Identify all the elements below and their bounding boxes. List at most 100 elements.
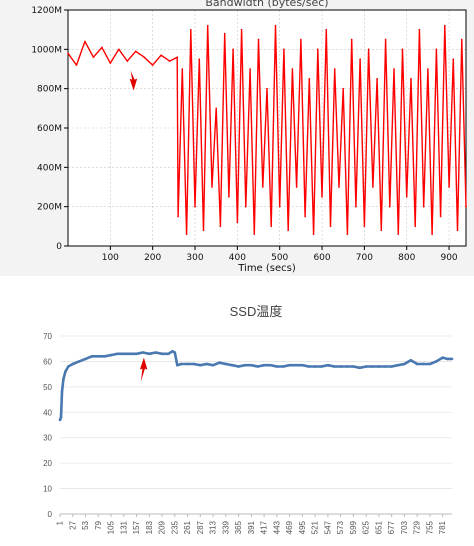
data-point: [371, 365, 374, 368]
data-point: [198, 58, 201, 60]
data-point: [71, 362, 75, 366]
data-point: [275, 365, 279, 368]
bandwidth-chart: Bandwidth (bytes/sec) 0 200M 400M 600M 800M 10…: [31, 0, 467, 274]
data-point: [59, 416, 63, 419]
x-tick-label: 781: [438, 520, 447, 534]
data-point: [230, 363, 234, 367]
data-point: [350, 38, 353, 41]
data-point: [405, 196, 408, 198]
x-tick-label: 599: [349, 520, 358, 534]
data-point: [358, 366, 362, 370]
data-point: [313, 365, 317, 368]
x-tick-label: 703: [400, 520, 409, 534]
data-point: [173, 351, 177, 354]
y-tick-label: 1200M: [31, 6, 62, 16]
data-point: [62, 377, 65, 381]
y-tick-label: 70: [43, 332, 52, 341]
data-point: [257, 38, 260, 41]
data-point: [253, 233, 256, 235]
ssd-temperature-chart-panel: SSD温度 0 10 20 30 40 50 60 70 1 27 53 79 105 131 157 183 2…: [0, 276, 474, 546]
y-tick-label: 30: [43, 434, 52, 443]
data-point: [185, 233, 188, 235]
x-tick-label: 261: [183, 520, 192, 534]
x-tick-label: 100: [102, 253, 119, 263]
data-point: [300, 38, 302, 41]
x-tick-label: 131: [119, 520, 128, 534]
bandwidth-chart-panel: Bandwidth (bytes/sec) 0 200M 400M 600M 800M 10…: [0, 0, 474, 276]
data-point: [409, 358, 413, 362]
data-point: [320, 365, 323, 368]
data-point: [154, 351, 157, 354]
data-point: [243, 363, 247, 367]
y-tick-label: 800M: [37, 85, 62, 95]
data-point: [281, 365, 285, 368]
data-point: [232, 48, 234, 51]
data-point: [384, 38, 387, 41]
data-point: [312, 233, 315, 235]
data-point: [363, 225, 366, 228]
data-point: [329, 225, 332, 228]
data-point: [317, 48, 319, 51]
data-point: [388, 205, 391, 208]
data-point: [168, 60, 171, 62]
x-tick-label: 300: [186, 253, 203, 263]
x-tick-label: 365: [234, 520, 243, 534]
y-tick-label: 50: [43, 383, 52, 392]
data-point: [390, 365, 393, 368]
data-point: [58, 418, 62, 422]
data-point: [410, 78, 412, 80]
data-point: [270, 225, 273, 228]
data-point: [376, 78, 378, 80]
y-tick-label: 60: [43, 357, 52, 366]
data-point: [141, 351, 145, 354]
data-point: [397, 233, 400, 235]
chart-title: Bandwidth (bytes/sec): [205, 0, 328, 9]
data-point: [301, 363, 304, 367]
data-point: [418, 28, 421, 31]
data-point: [103, 355, 106, 358]
data-point: [266, 87, 268, 90]
x-tick-label: 573: [336, 520, 345, 534]
x-tick-label: 800: [398, 253, 415, 263]
data-point: [181, 68, 184, 70]
x-tick-label: 521: [311, 520, 320, 534]
data-point: [60, 390, 64, 394]
data-point: [179, 362, 183, 366]
data-point: [116, 352, 119, 356]
data-point: [167, 352, 170, 356]
data-point: [377, 365, 381, 368]
data-point: [367, 48, 370, 51]
data-point: [240, 28, 243, 31]
x-tick-label: 79: [94, 520, 103, 529]
data-point: [403, 362, 406, 366]
plot-area: [68, 10, 466, 246]
data-point: [67, 52, 69, 55]
x-tick-label: 157: [132, 520, 141, 534]
data-point: [307, 365, 311, 368]
data-point: [342, 87, 345, 90]
y-tick-label: 40: [43, 408, 52, 417]
data-point: [245, 205, 247, 208]
data-point: [435, 360, 438, 363]
data-point: [393, 68, 395, 70]
data-point: [294, 363, 298, 367]
data-point: [84, 40, 86, 43]
data-point: [304, 215, 306, 218]
data-point: [194, 205, 196, 208]
data-point: [359, 58, 361, 60]
data-point: [338, 186, 340, 188]
x-tick-label: 209: [158, 520, 167, 534]
data-point: [333, 68, 336, 70]
data-point: [223, 32, 226, 35]
data-point: [295, 186, 298, 188]
data-point: [192, 362, 196, 366]
data-point: [215, 107, 217, 110]
data-point: [308, 78, 311, 80]
x-tick-label: 287: [196, 520, 205, 534]
data-point: [160, 54, 162, 57]
data-point: [326, 363, 330, 367]
data-point: [75, 64, 78, 66]
data-point: [77, 360, 81, 363]
data-point: [414, 225, 416, 228]
data-point: [205, 362, 208, 366]
